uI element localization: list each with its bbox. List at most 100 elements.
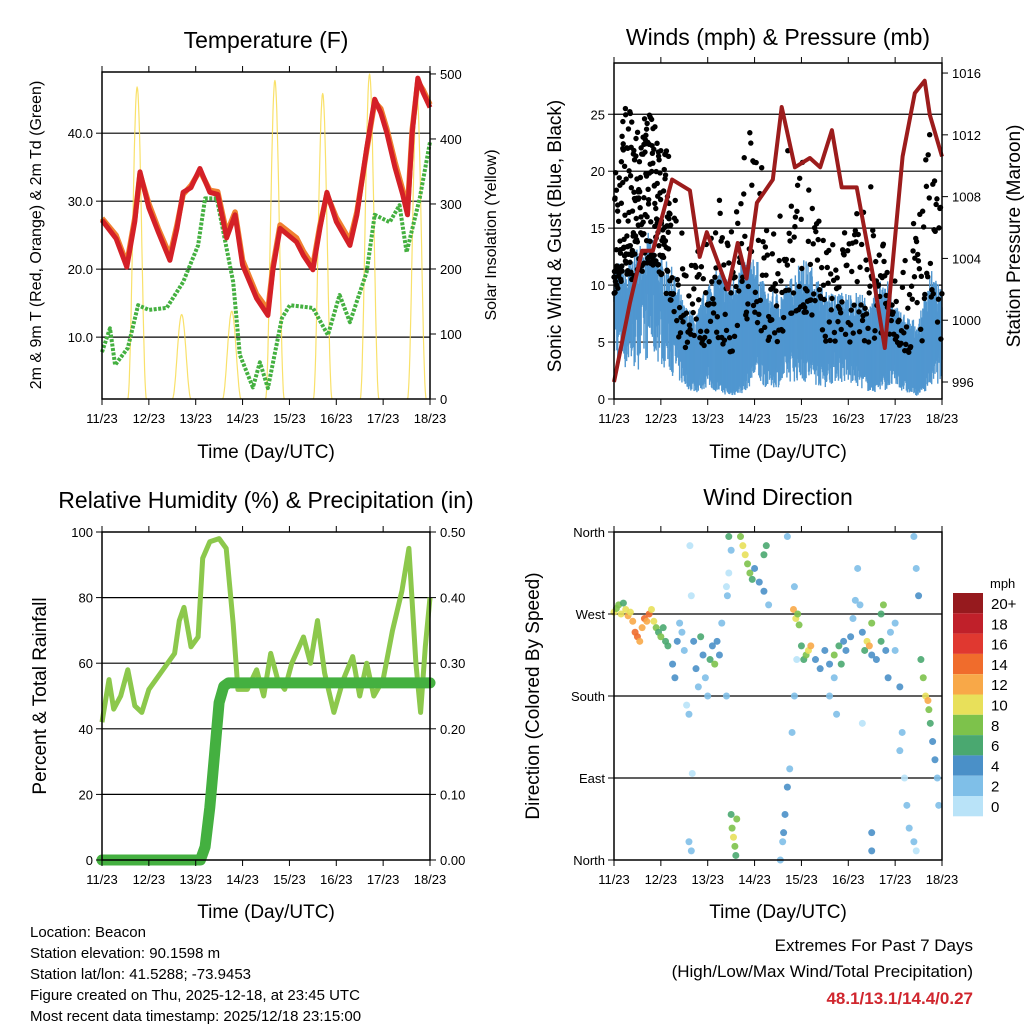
gust-point xyxy=(625,126,632,132)
y-tick-label: North xyxy=(573,525,605,540)
wind-direction-point xyxy=(794,610,802,618)
x-tick-label: 12/23 xyxy=(645,411,678,426)
wind-direction-point xyxy=(728,824,736,832)
wind-direction-point xyxy=(797,642,805,650)
y-tick-label: 10.0 xyxy=(68,330,93,345)
extremes-block: Extremes For Past 7 Days (High/Low/Max W… xyxy=(672,936,973,1008)
gust-point xyxy=(645,201,652,207)
gust-point xyxy=(893,333,900,340)
colorbar-label: 4 xyxy=(991,758,999,775)
gust-point xyxy=(679,230,685,236)
gust-point xyxy=(619,263,625,269)
gust-point xyxy=(652,200,658,207)
gust-point xyxy=(622,212,628,218)
gust-point xyxy=(614,208,621,214)
gust-point xyxy=(825,280,831,286)
gust-point xyxy=(794,208,800,215)
wind-direction-point xyxy=(647,605,655,613)
created-text: Figure created on Thu, 2025-12-18, at 23… xyxy=(30,987,360,1004)
gust-point xyxy=(838,326,844,333)
x-tick-label: 15/23 xyxy=(785,872,818,887)
gust-point xyxy=(671,308,677,315)
recent-timestamp-text: Most recent data timestamp: 2025/12/18 2… xyxy=(30,1008,361,1024)
gust-point xyxy=(701,342,707,349)
gust-point xyxy=(735,220,741,227)
wind-direction-point xyxy=(780,829,788,837)
wind-direction-point xyxy=(694,683,702,691)
gust-point xyxy=(666,210,673,217)
extremes-value: 48.1/13.1/14.4/0.27 xyxy=(826,989,973,1008)
gust-point xyxy=(898,340,904,346)
wind-direction-point xyxy=(912,564,920,572)
gust-point xyxy=(676,304,683,311)
precipitation-line xyxy=(96,677,436,866)
colorbar-swatch xyxy=(953,796,983,817)
gust-point xyxy=(748,140,754,146)
gust-point xyxy=(906,349,912,355)
gust-point xyxy=(778,278,784,284)
solar-insolation-line xyxy=(127,86,148,400)
y-right-tick-label: 0 xyxy=(440,392,447,407)
gust-point xyxy=(920,224,927,230)
gust-point xyxy=(717,210,723,216)
gust-point xyxy=(863,311,870,317)
wind-direction-point xyxy=(722,692,730,700)
wind-direction-point xyxy=(727,810,735,818)
gust-point xyxy=(844,247,851,254)
gust-point xyxy=(917,326,924,332)
gust-point xyxy=(651,252,657,259)
gust-point xyxy=(669,274,675,281)
gust-point xyxy=(693,316,699,322)
gust-point xyxy=(777,213,783,219)
gust-point xyxy=(820,282,827,288)
gust-point xyxy=(744,316,750,322)
gust-point xyxy=(618,278,624,285)
wind-direction-point xyxy=(847,633,855,641)
gust-point xyxy=(783,256,790,263)
gust-point xyxy=(615,285,621,291)
gust-point xyxy=(881,258,887,265)
gust-point xyxy=(716,197,723,203)
gust-point xyxy=(632,251,638,257)
gust-point xyxy=(656,242,662,249)
wind-direction-point xyxy=(795,621,803,629)
wind-direction-point xyxy=(685,710,693,718)
gust-point xyxy=(633,153,639,159)
gust-point xyxy=(637,174,644,181)
wind-direction-point xyxy=(851,596,859,604)
gust-point xyxy=(915,251,921,258)
gust-point xyxy=(823,338,829,344)
x-tick-label: 13/23 xyxy=(179,872,212,887)
colorbar-label: 16 xyxy=(991,637,1008,654)
gust-point xyxy=(890,309,896,315)
y-tick-label: 20.0 xyxy=(68,262,93,277)
gust-point xyxy=(910,220,917,227)
gust-point xyxy=(784,262,791,268)
gust-point xyxy=(636,195,642,201)
gust-point xyxy=(763,227,770,234)
y-tick-label: 80 xyxy=(79,591,93,606)
dewpoint-2m-line xyxy=(100,141,432,391)
gust-point xyxy=(796,283,802,290)
gust-point xyxy=(666,216,672,222)
wind-direction-point xyxy=(629,617,637,625)
wind-direction-point xyxy=(788,728,796,736)
gust-point xyxy=(682,344,689,351)
x-tick-label: 15/23 xyxy=(273,411,306,426)
wind-direction-point xyxy=(931,756,939,764)
wind-direction-point xyxy=(861,646,869,654)
gust-point xyxy=(663,148,670,154)
gust-point xyxy=(698,264,705,270)
gust-point xyxy=(858,302,864,308)
x-tick-label: 13/23 xyxy=(179,411,212,426)
gust-point xyxy=(902,257,908,264)
gust-point xyxy=(863,257,869,263)
gust-point xyxy=(923,157,929,163)
gust-point xyxy=(716,279,722,285)
gust-point xyxy=(903,324,910,330)
x-tick-label: 14/23 xyxy=(226,872,259,887)
wind-direction-point xyxy=(858,719,866,727)
wind-direction-point xyxy=(732,851,740,859)
gust-point xyxy=(654,140,660,147)
wind-direction-point xyxy=(746,569,754,577)
